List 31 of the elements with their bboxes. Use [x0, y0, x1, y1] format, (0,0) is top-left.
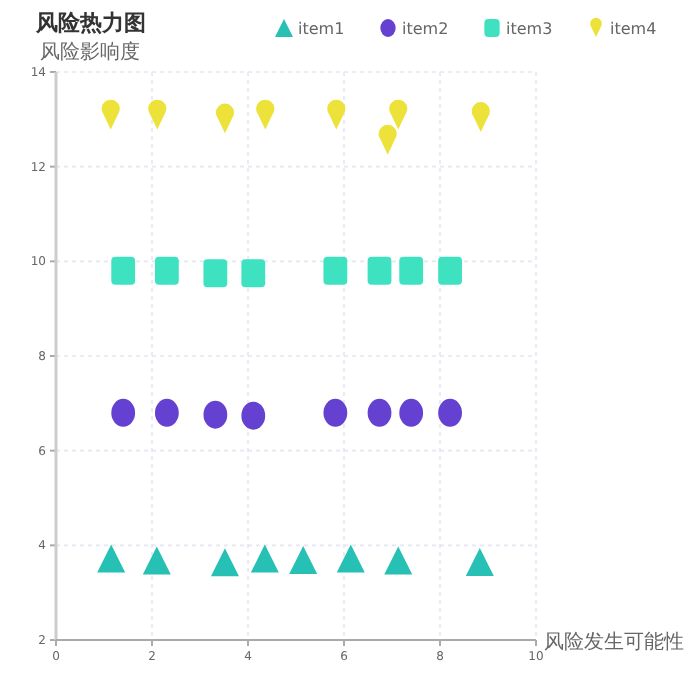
point: [289, 546, 318, 575]
point: [154, 398, 179, 427]
point: [97, 544, 126, 573]
point: [399, 256, 424, 285]
point: [203, 400, 228, 429]
point: [438, 398, 462, 427]
legend-label: item4: [610, 20, 657, 38]
point: [367, 398, 392, 427]
point: [367, 256, 392, 285]
point: [323, 256, 348, 285]
point: [154, 256, 179, 285]
point: [241, 401, 266, 430]
point: [399, 398, 424, 427]
point: [384, 546, 413, 575]
legend-label: item1: [298, 20, 345, 38]
point: [336, 544, 365, 573]
legend-label: item3: [506, 20, 553, 38]
point: [111, 256, 136, 285]
point: [142, 546, 171, 575]
y-axis-title: 风险影响度: [40, 40, 140, 64]
point: [323, 398, 348, 427]
point: [465, 547, 494, 576]
point: [250, 544, 279, 573]
x-axis-title: 风险发生可能性: [544, 630, 684, 654]
point: [111, 398, 136, 427]
point: [210, 548, 239, 577]
point: [203, 259, 228, 288]
point: [241, 259, 266, 288]
chart-title: 风险热力图: [34, 10, 146, 36]
point: [438, 256, 462, 285]
legend-label: item2: [402, 20, 449, 38]
